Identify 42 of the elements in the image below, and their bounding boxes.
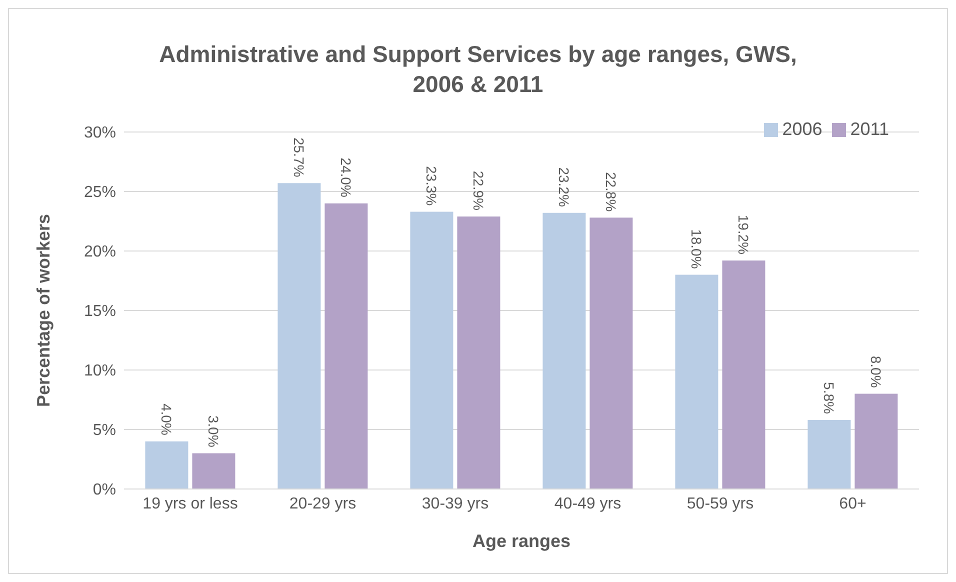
x-tick-label: 50-59 yrs [686,495,754,512]
legend-label: 2006 [782,119,822,139]
y-tick-label: 5% [92,422,116,440]
x-tick-label: 60+ [839,495,866,512]
data-label: 3.0% [206,415,222,448]
y-axis-title: Percentage of workers [33,214,54,408]
data-label: 8.0% [868,356,884,388]
data-label: 4.0% [158,403,175,436]
y-tick-label: 15% [84,303,116,320]
bar [808,420,851,489]
bar [675,274,718,489]
data-label: 23.2% [556,167,572,207]
data-label: 22.8% [603,172,620,212]
bar [145,441,188,489]
bar [590,218,633,489]
y-tick-label: 10% [84,362,116,380]
chart-title: Administrative and Support Services by age ranges, GWS, 2006 & 2011 [158,40,798,99]
x-tick-label: 19 yrs or less [142,495,238,512]
data-label: 22.9% [470,170,487,210]
data-label: 5.8% [821,382,838,414]
bar [722,260,766,489]
x-tick-label: 30-39 yrs [422,495,489,512]
bar [410,212,454,489]
bar [278,183,321,489]
data-label: 24.0% [338,158,354,198]
data-label: 18.0% [688,229,705,269]
bar [192,453,236,489]
y-tick-label: 30% [84,124,116,142]
legend-label: 2011 [850,119,889,139]
data-label: 19.2% [736,214,752,255]
bar [457,216,500,489]
bar [324,203,368,489]
y-tick-label: 0% [92,482,116,499]
y-tick-label: 20% [84,244,116,261]
x-tick-label: 40-49 yrs [554,495,622,512]
bar [542,212,586,489]
data-label: 25.7% [291,137,308,178]
y-tick-label: 25% [84,184,116,202]
x-tick-label: 20-29 yrs [289,495,356,512]
data-label: 23.3% [424,166,440,206]
x-axis-title: Age ranges [472,531,571,551]
bar [854,394,898,489]
